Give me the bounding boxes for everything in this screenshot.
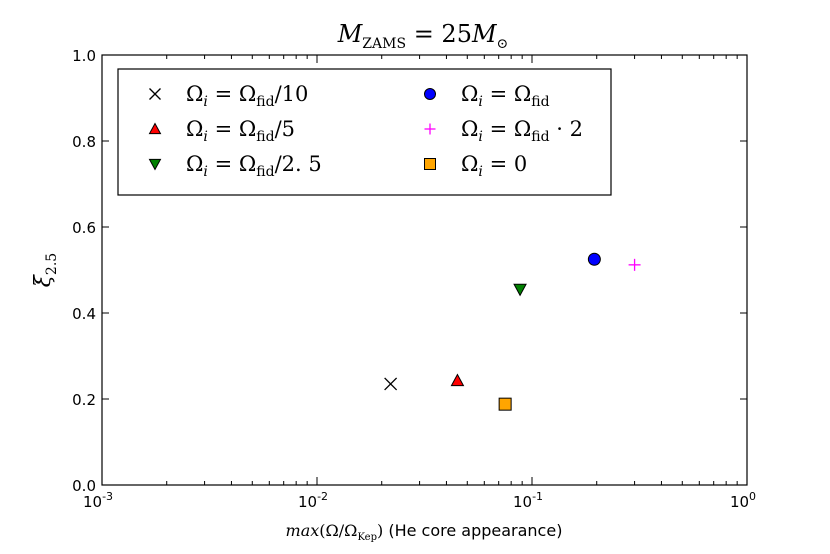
x-tick-label: 10-3	[83, 490, 113, 511]
legend: Ωi = Ωfid/10 Ωi = Ωfid/5 Ωi = Ωfid/2. 5 Ωi …	[117, 68, 612, 196]
y-tick-label: 1.0	[72, 47, 96, 65]
chart-title: MZAMS = 25M⊙	[337, 20, 509, 52]
data-point	[513, 283, 527, 297]
legend-marker	[424, 158, 436, 170]
legend-label: Ωi = Ωfid/2. 5	[186, 152, 322, 180]
data-point	[587, 252, 601, 266]
x-tick-label: 10-2	[298, 490, 328, 511]
axis-tick-labels: 0.0 0.2 0.4 0.6 0.8 1.0 10-3 10-2 10-1 100	[72, 47, 756, 511]
legend-marker	[149, 88, 161, 100]
x-tick-label: 100	[730, 490, 756, 511]
legend-label: Ωi = Ωfid · 2	[461, 117, 583, 145]
legend-box	[117, 68, 612, 196]
legend-label: Ωi = 0	[461, 152, 527, 180]
y-tick-label: 0.0	[72, 477, 96, 495]
x-axis-label: max(Ω/ΩKep) (He core appearance)	[286, 521, 563, 543]
plot-area	[101, 54, 748, 486]
legend-marker	[148, 122, 162, 135]
data-point	[450, 373, 465, 387]
x-tick-label: 10-1	[513, 490, 543, 511]
data-point	[628, 258, 641, 271]
legend-label: Ωi = Ωfid​	[461, 82, 550, 110]
axis-ticks	[101, 54, 748, 486]
y-tick-label: 0.8	[72, 133, 96, 151]
legend-marker	[424, 123, 436, 135]
y-tick-label: 0.4	[72, 305, 96, 323]
legend-marker	[148, 158, 162, 171]
legend-marker	[424, 88, 436, 100]
data-point	[498, 397, 512, 411]
legend-label: Ωi = Ωfid/5	[186, 117, 295, 145]
legend-label: Ωi = Ωfid/10	[186, 82, 308, 110]
data-points	[384, 252, 641, 411]
data-point	[384, 377, 398, 391]
y-tick-label: 0.6	[72, 219, 96, 237]
y-tick-label: 0.2	[72, 391, 96, 409]
y-axis-label: ξ2.5	[31, 253, 60, 287]
